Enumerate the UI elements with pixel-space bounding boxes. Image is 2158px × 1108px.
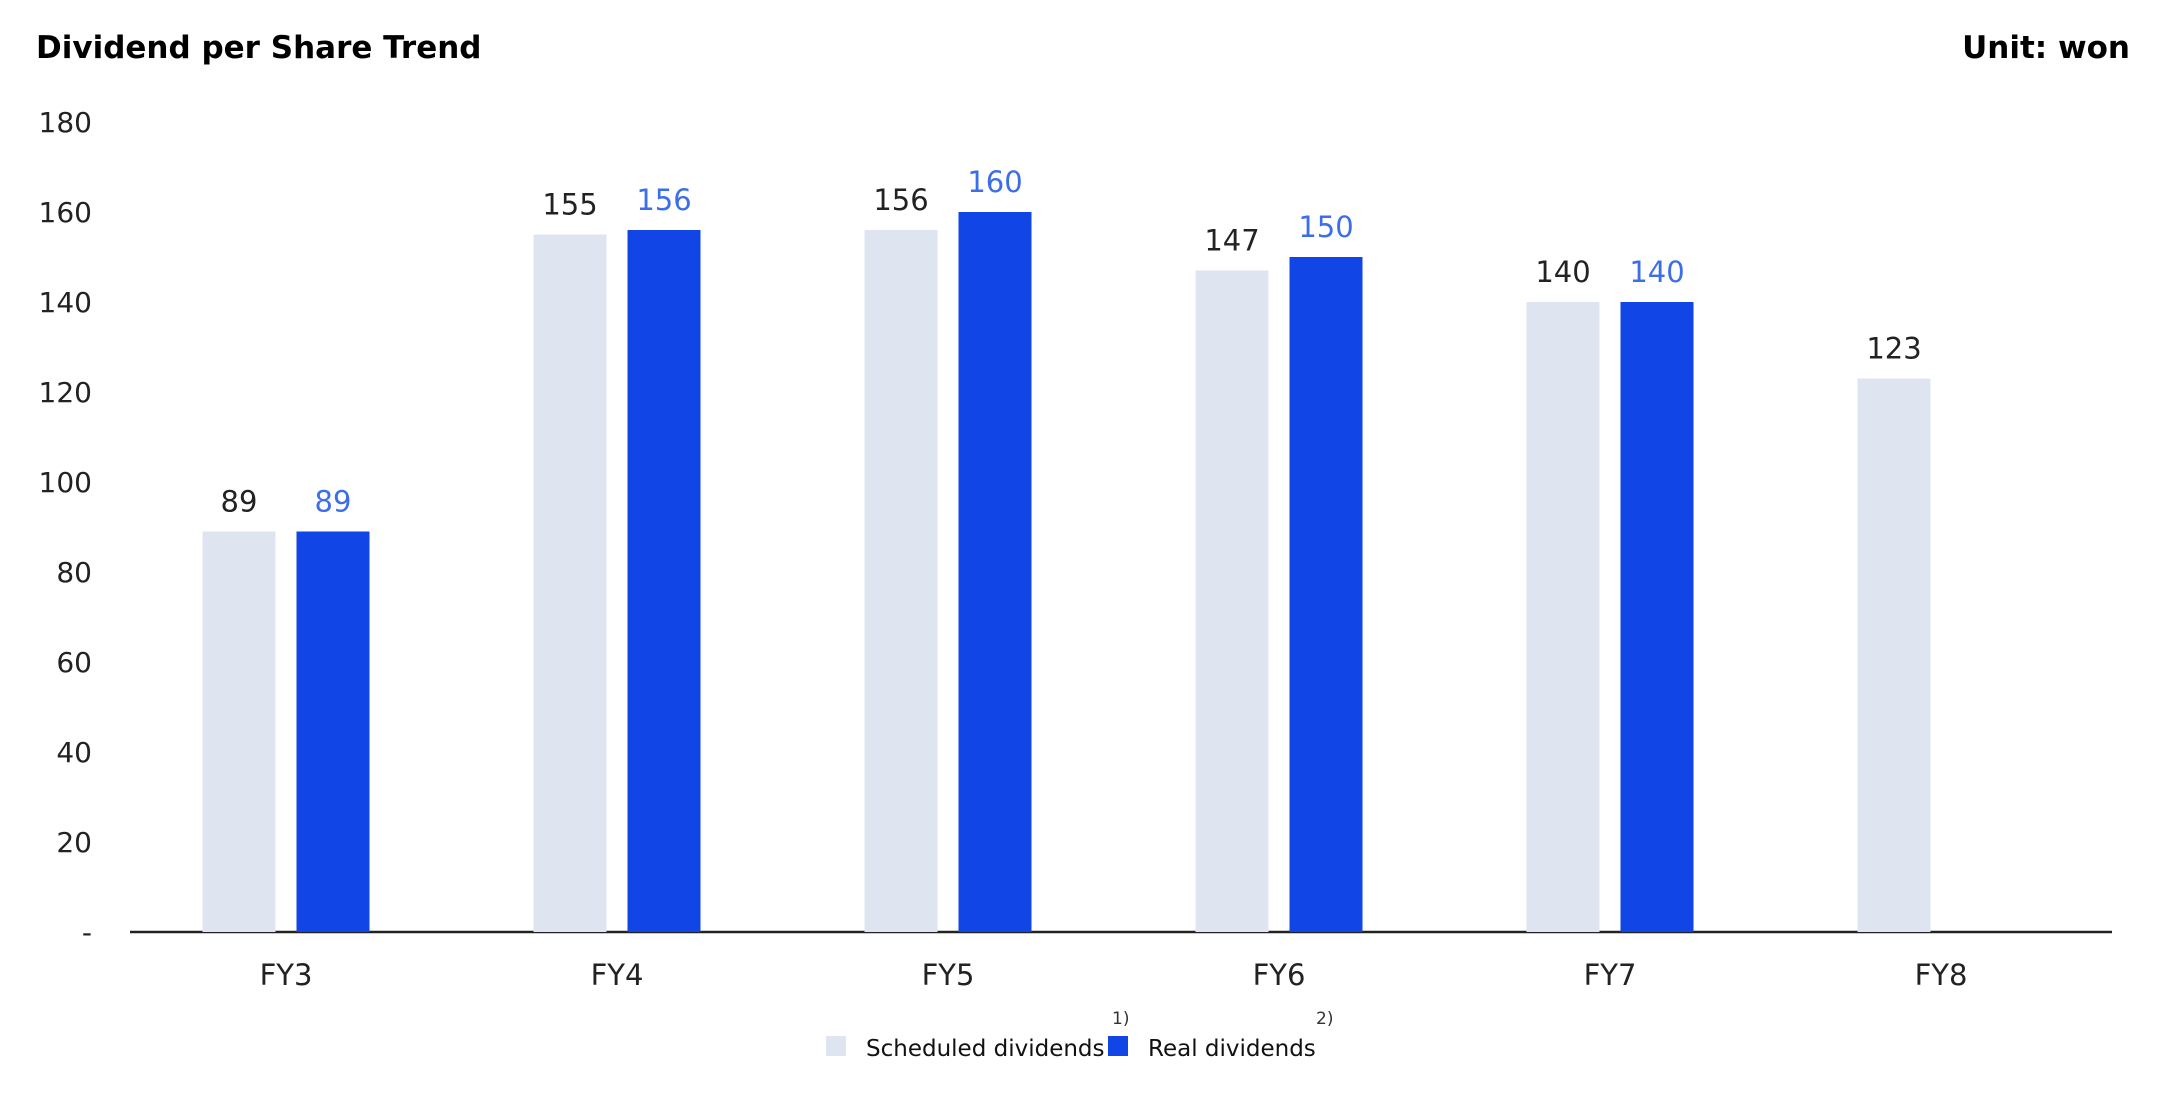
data-label-real: 156 [636,183,691,217]
legend-swatch [826,1036,846,1056]
y-tick-label: 180 [39,106,92,139]
data-label-real: 150 [1298,210,1353,244]
bar-scheduled [1857,378,1931,932]
legend-footnote: 2) [1316,1009,1333,1029]
bar-real [1289,257,1363,932]
data-label-real: 140 [1629,255,1684,289]
x-tick-label: FY5 [922,958,975,992]
y-tick-label: 20 [56,826,92,859]
data-label-real: 89 [315,485,352,519]
legend-label: Scheduled dividends [866,1036,1105,1062]
x-tick-label: FY6 [1253,958,1306,992]
data-label-scheduled: 156 [873,183,928,217]
data-label-scheduled: 89 [221,485,258,519]
y-tick-label: 140 [39,286,92,319]
x-tick-label: FY3 [260,958,313,992]
unit-label: Unit: won [1962,30,2130,66]
y-tick-label: 80 [56,556,92,589]
y-tick-label: 100 [39,466,92,499]
bar-scheduled [1195,270,1269,932]
y-tick-label: 40 [56,736,92,769]
legend-footnote: 1) [1112,1009,1129,1029]
legend-swatch [1108,1036,1128,1056]
y-tick-label: - [82,916,92,949]
bar-real [958,212,1032,932]
data-label-scheduled: 140 [1535,255,1590,289]
y-tick-label: 60 [56,646,92,679]
data-label-scheduled: 123 [1866,332,1921,366]
legend-label: Real dividends [1148,1036,1316,1062]
bar-real [296,531,370,932]
y-tick-label: 160 [39,196,92,229]
bar-real [1620,302,1694,932]
data-label-scheduled: 147 [1204,224,1259,258]
x-tick-label: FY4 [591,958,644,992]
bar-real [627,230,701,932]
x-tick-label: FY7 [1584,958,1637,992]
data-label-scheduled: 155 [542,188,597,222]
bar-scheduled [202,531,276,932]
y-tick-label: 120 [39,376,92,409]
x-tick-label: FY8 [1915,958,1968,992]
bar-scheduled [533,234,607,932]
bar-scheduled [864,230,938,932]
data-label-real: 160 [967,165,1022,199]
chart-title: Dividend per Share Trend [36,30,482,66]
bar-scheduled [1526,302,1600,932]
